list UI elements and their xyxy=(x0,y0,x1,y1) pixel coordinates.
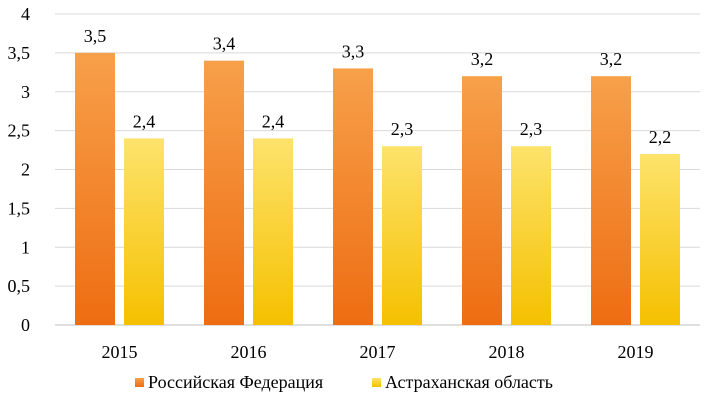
y-tick-label: 3,5 xyxy=(8,43,31,63)
bar-rf-2016 xyxy=(204,60,244,326)
data-label: 3,4 xyxy=(213,34,236,54)
data-label: 2,4 xyxy=(133,111,156,131)
x-tick-label: 2017 xyxy=(360,342,396,362)
legend: Российская Федерация Астраханская область xyxy=(135,372,553,392)
data-label: 3,2 xyxy=(600,49,623,69)
legend-swatch xyxy=(135,378,144,387)
bar-rf-2018 xyxy=(462,76,502,325)
bar-rf-2017 xyxy=(333,68,373,326)
y-tick-label: 1,5 xyxy=(8,198,31,218)
bar-astrakhan-2017 xyxy=(382,146,422,325)
data-labels: 3,5 2,4 3,4 2,4 3,3 2,3 3,2 2,3 3,2 2,2 xyxy=(84,26,672,147)
legend-swatch xyxy=(372,378,381,387)
bars xyxy=(75,52,680,326)
bar-rf-2015 xyxy=(75,52,115,325)
x-tick-label: 2015 xyxy=(102,342,138,362)
bar-astrakhan-2019 xyxy=(640,153,680,325)
data-label: 3,3 xyxy=(342,41,365,61)
data-label: 2,3 xyxy=(391,119,414,139)
x-axis-ticks: 2015 2016 2017 2018 2019 xyxy=(102,342,654,362)
bar-astrakhan-2016 xyxy=(253,138,293,325)
y-tick-label: 2 xyxy=(21,160,30,180)
y-tick-label: 4 xyxy=(21,4,30,24)
bar-astrakhan-2018 xyxy=(511,146,551,325)
x-tick-label: 2019 xyxy=(618,342,654,362)
data-label: 2,2 xyxy=(649,127,672,147)
x-tick-label: 2018 xyxy=(489,342,525,362)
y-tick-label: 2,5 xyxy=(8,121,31,141)
legend-label: Астраханская область xyxy=(385,372,553,392)
data-label: 3,2 xyxy=(471,49,494,69)
y-axis-ticks: 0 0,5 1 1,5 2 2,5 3 3,5 4 xyxy=(8,4,31,335)
data-label: 3,5 xyxy=(84,26,107,46)
y-tick-label: 0,5 xyxy=(8,276,31,296)
data-label: 2,3 xyxy=(520,119,543,139)
bar-astrakhan-2015 xyxy=(124,138,164,325)
y-tick-label: 1 xyxy=(21,237,30,257)
legend-label: Российская Федерация xyxy=(148,372,323,392)
data-label: 2,4 xyxy=(262,111,285,131)
bar-rf-2019 xyxy=(591,76,631,325)
x-tick-label: 2016 xyxy=(231,342,267,362)
y-tick-label: 0 xyxy=(21,315,30,335)
y-tick-label: 3 xyxy=(21,82,30,102)
